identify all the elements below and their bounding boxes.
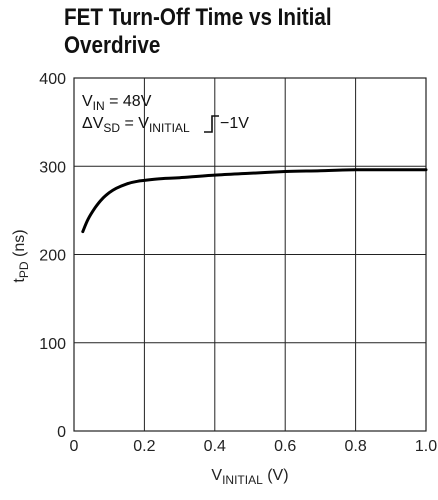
step-symbol [204, 115, 219, 133]
y-axis-label-unit: (ns) [11, 229, 28, 261]
annotation-delta-sub1: SD [103, 121, 120, 135]
x-tick-label-1: 0.2 [133, 438, 155, 455]
annotation-delta-prefix: ΔV [82, 115, 104, 132]
chart-title: FET Turn-Off Time vs Initial Overdrive [64, 4, 374, 60]
x-tick-label-5: 1.0 [415, 438, 437, 455]
y-axis-label-sub: PD [17, 261, 31, 278]
annotation-vin: VIN = 48V [82, 93, 152, 113]
chart-title-line-2: Overdrive [64, 32, 161, 59]
annotation-delta-suffix: −1V [220, 115, 249, 132]
x-tick-label-4: 0.8 [344, 438, 366, 455]
x-axis-label: VINITIAL (V) [211, 467, 288, 487]
y-tick-labels: 0 100 200 300 400 [39, 71, 66, 441]
grid-layer [74, 78, 426, 431]
y-tick-label-0: 0 [57, 424, 66, 441]
x-tick-label-0: 0 [70, 438, 79, 455]
x-axis-label-main: V [211, 467, 222, 484]
y-tick-label-4: 400 [39, 71, 66, 88]
annotation-delta-mid: = V [120, 115, 149, 132]
x-tick-labels: 0 0.2 0.4 0.6 0.8 1.0 [70, 438, 438, 455]
annotation-vin-main: V [82, 93, 93, 110]
chart-title-line-1: FET Turn-Off Time vs Initial [64, 4, 332, 31]
annotation-delta-vsd: ΔVSD = VINITIAL [82, 115, 190, 135]
y-tick-label-3: 300 [39, 159, 66, 176]
y-axis-label-main: t [11, 278, 28, 283]
y-tick-label-1: 100 [39, 336, 66, 353]
plot-frame [73, 77, 427, 432]
annotation-vin-sub: IN [93, 99, 105, 113]
series-line [81, 168, 428, 234]
x-tick-label-2: 0.4 [204, 438, 226, 455]
x-axis-label-unit: (V) [263, 467, 289, 484]
x-tick-label-3: 0.6 [274, 438, 296, 455]
annotation-vin-rest: = 48V [105, 93, 152, 110]
y-axis-label: tPD (ns) [11, 229, 31, 282]
annotation-delta-sub2: INITIAL [149, 121, 190, 135]
y-tick-label-2: 200 [39, 248, 66, 265]
x-axis-label-sub: INITIAL [222, 473, 263, 487]
